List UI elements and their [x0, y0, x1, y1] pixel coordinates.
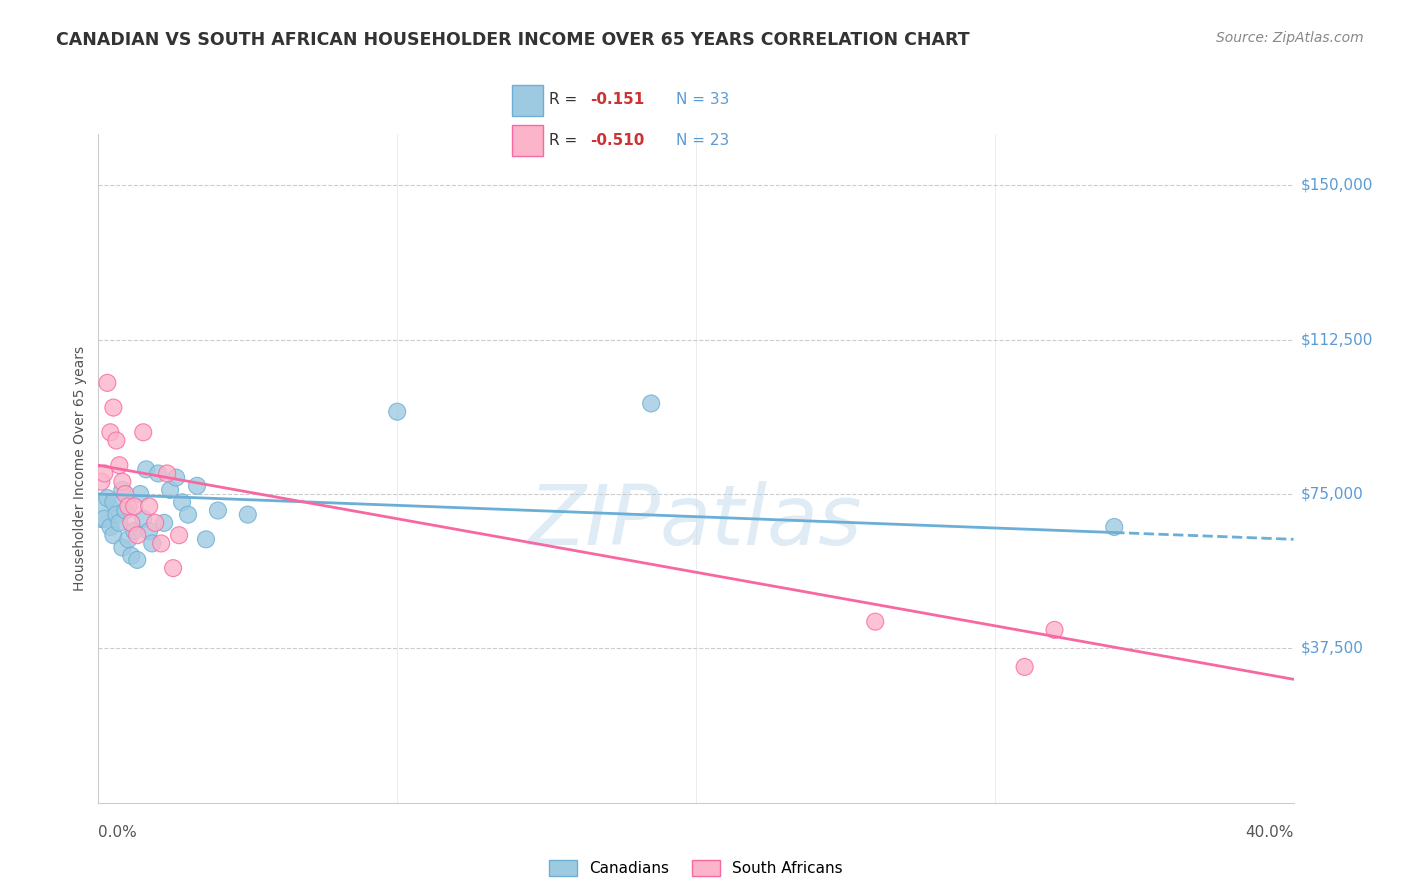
- Point: [98, 520, 122, 534]
- Text: $112,500: $112,500: [1301, 332, 1372, 347]
- Point: [98, 425, 122, 440]
- Point: [194, 533, 218, 547]
- Text: $37,500: $37,500: [1301, 641, 1364, 656]
- Point: [105, 434, 128, 448]
- Point: [108, 516, 131, 530]
- Point: [96, 376, 118, 390]
- FancyBboxPatch shape: [512, 125, 543, 156]
- Point: [90, 475, 112, 489]
- Point: [114, 487, 136, 501]
- Point: [117, 533, 139, 547]
- FancyBboxPatch shape: [512, 85, 543, 116]
- Point: [162, 561, 184, 575]
- Point: [105, 508, 128, 522]
- Point: [640, 396, 662, 410]
- Point: [127, 553, 149, 567]
- Point: [111, 475, 134, 489]
- Point: [132, 512, 155, 526]
- Point: [236, 508, 259, 522]
- Point: [108, 458, 131, 473]
- Point: [1014, 660, 1036, 674]
- Text: N = 23: N = 23: [676, 133, 730, 147]
- Point: [96, 491, 118, 505]
- Point: [111, 483, 134, 497]
- Point: [103, 401, 125, 415]
- Point: [148, 467, 170, 481]
- Point: [90, 503, 112, 517]
- Text: CANADIAN VS SOUTH AFRICAN HOUSEHOLDER INCOME OVER 65 YEARS CORRELATION CHART: CANADIAN VS SOUTH AFRICAN HOUSEHOLDER IN…: [56, 31, 970, 49]
- Text: Source: ZipAtlas.com: Source: ZipAtlas.com: [1216, 31, 1364, 45]
- Y-axis label: Householder Income Over 65 years: Householder Income Over 65 years: [73, 346, 87, 591]
- Point: [186, 479, 208, 493]
- Point: [93, 512, 115, 526]
- Point: [167, 528, 190, 542]
- Point: [111, 541, 134, 555]
- Text: ZIPatlas: ZIPatlas: [529, 482, 863, 562]
- Text: N = 33: N = 33: [676, 93, 730, 107]
- Legend: Canadians, South Africans: Canadians, South Africans: [543, 854, 849, 882]
- Point: [127, 528, 149, 542]
- Point: [865, 615, 887, 629]
- Point: [114, 503, 136, 517]
- Point: [120, 516, 142, 530]
- Point: [129, 487, 152, 501]
- Point: [124, 524, 146, 538]
- Text: 40.0%: 40.0%: [1246, 825, 1294, 840]
- Point: [124, 500, 146, 514]
- Text: $150,000: $150,000: [1301, 178, 1372, 193]
- Point: [207, 503, 229, 517]
- Point: [1104, 520, 1126, 534]
- Text: 0.0%: 0.0%: [98, 825, 138, 840]
- Text: $75,000: $75,000: [1301, 486, 1364, 501]
- Point: [103, 495, 125, 509]
- Point: [153, 516, 176, 530]
- Point: [103, 528, 125, 542]
- Point: [143, 516, 166, 530]
- Point: [156, 467, 179, 481]
- Point: [138, 500, 160, 514]
- Point: [1043, 623, 1066, 637]
- Point: [150, 536, 173, 550]
- Text: R =: R =: [550, 133, 582, 147]
- Point: [172, 495, 194, 509]
- Text: -0.510: -0.510: [589, 133, 644, 147]
- Point: [159, 483, 181, 497]
- Point: [93, 467, 115, 481]
- Point: [141, 536, 163, 550]
- Text: -0.151: -0.151: [589, 93, 644, 107]
- Point: [177, 508, 200, 522]
- Point: [135, 462, 157, 476]
- Text: R =: R =: [550, 93, 582, 107]
- Point: [120, 549, 142, 563]
- Point: [138, 524, 160, 538]
- Point: [117, 500, 139, 514]
- Point: [165, 470, 187, 484]
- Point: [385, 405, 409, 419]
- Point: [132, 425, 155, 440]
